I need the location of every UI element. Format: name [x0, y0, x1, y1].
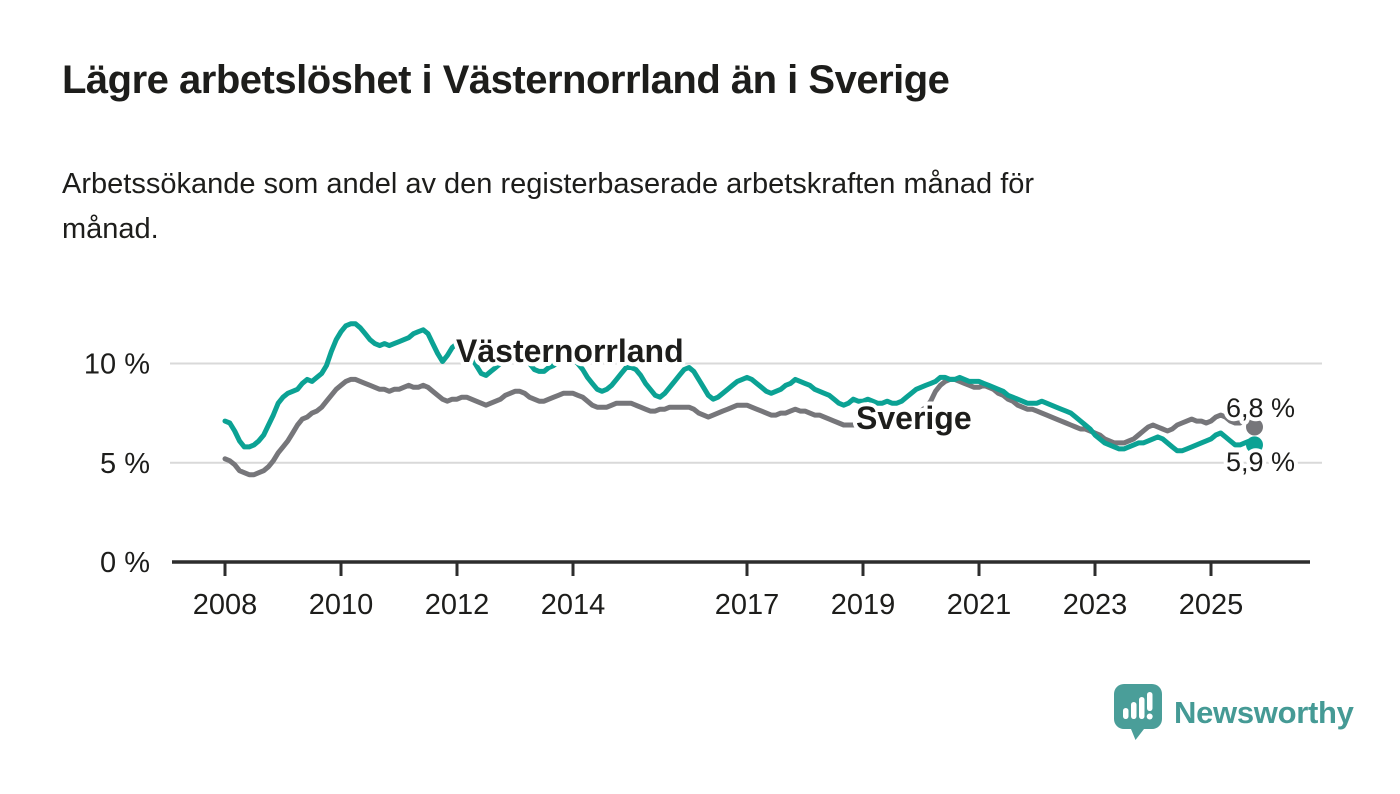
end-dot-sverige [1246, 418, 1263, 436]
exclamation-bar [1147, 692, 1153, 711]
y-tick-label-10: 10 % [84, 349, 150, 381]
exclamation-dot [1146, 713, 1153, 720]
series-label-vasternorrland: Västernorrland [456, 333, 684, 369]
x-tick-label-2010: 2010 [309, 589, 374, 621]
newsworthy-logo: Newsworthy [1114, 684, 1354, 742]
end-dot-vasternorrland [1246, 436, 1263, 454]
x-tick-label-2025: 2025 [1179, 589, 1244, 621]
newsworthy-logo-icon [1114, 684, 1162, 740]
x-tick-label-2021: 2021 [947, 589, 1012, 621]
chart-subtitle: Arbetssökande som andel av den registerb… [62, 168, 1035, 245]
x-tick-label-2023: 2023 [1063, 589, 1128, 621]
x-tick-label-2012: 2012 [425, 589, 490, 621]
series-label-sverige: Sverige [856, 400, 972, 436]
y-tick-label-5: 5 % [100, 448, 150, 480]
end-value-label-vasternorrland: 5,9 % [1226, 447, 1295, 477]
x-tick-label-2017: 2017 [715, 589, 780, 621]
bar-3 [1139, 697, 1145, 719]
x-tick-label-2014: 2014 [541, 589, 606, 621]
series-line-vasternorrland [222, 321, 1257, 454]
series-line-sverige [222, 376, 1257, 478]
speech-bubble-shape [1114, 684, 1162, 740]
bar-1 [1123, 708, 1129, 719]
newsworthy-logo-text: Newsworthy [1174, 695, 1354, 730]
x-tick-label-2019: 2019 [831, 589, 896, 621]
bar-2 [1131, 702, 1137, 719]
end-value-label-sverige: 6,8 % [1226, 393, 1295, 423]
chart-title: Lägre arbetslöshet i Västernorrland än i… [62, 58, 950, 102]
y-tick-label-0: 0 % [100, 547, 150, 579]
x-tick-label-2008: 2008 [193, 589, 258, 621]
